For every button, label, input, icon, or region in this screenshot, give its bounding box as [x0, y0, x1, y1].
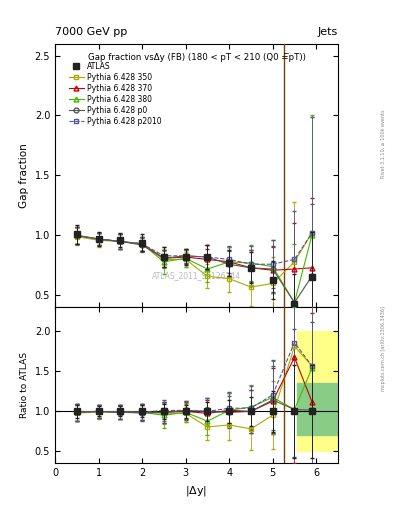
- Y-axis label: Gap fraction: Gap fraction: [19, 143, 29, 208]
- X-axis label: |$\Delta$y|: |$\Delta$y|: [185, 484, 208, 498]
- Bar: [297, 383, 338, 435]
- Text: ATLAS_2011_S9126244: ATLAS_2011_S9126244: [152, 271, 241, 280]
- Text: 7000 GeV pp: 7000 GeV pp: [55, 27, 127, 37]
- Text: Rivet 3.1.10, ≥ 100k events: Rivet 3.1.10, ≥ 100k events: [381, 109, 386, 178]
- Bar: [297, 331, 338, 452]
- Text: Jets: Jets: [318, 27, 338, 37]
- Legend: ATLAS, Pythia 6.428 350, Pythia 6.428 370, Pythia 6.428 380, Pythia 6.428 p0, Py: ATLAS, Pythia 6.428 350, Pythia 6.428 37…: [66, 59, 165, 129]
- Text: Gap fraction vsΔy (FB) (180 < pT < 210 (Q0 =̅pT)): Gap fraction vsΔy (FB) (180 < pT < 210 (…: [88, 53, 305, 62]
- Text: mcplots.cern.ch [arXiv:1306.3436]: mcplots.cern.ch [arXiv:1306.3436]: [381, 306, 386, 391]
- Y-axis label: Ratio to ATLAS: Ratio to ATLAS: [20, 352, 29, 418]
